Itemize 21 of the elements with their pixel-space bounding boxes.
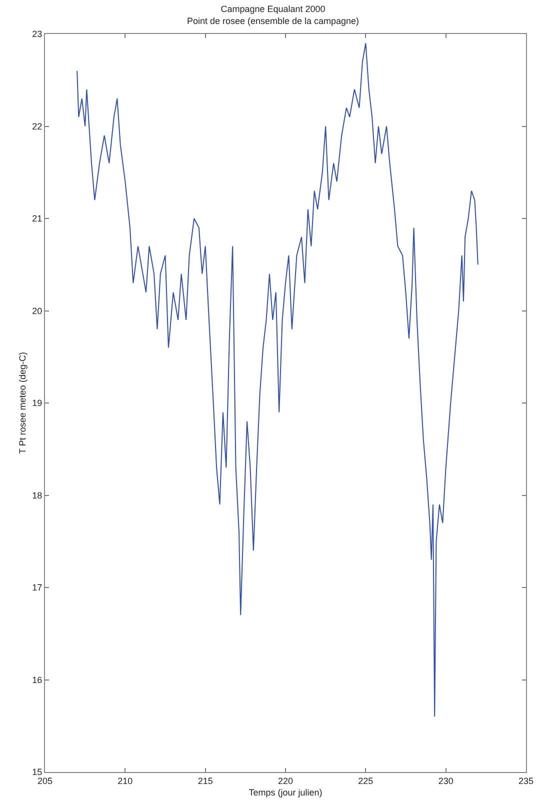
y-tick-label: 19 <box>32 398 42 408</box>
x-tick-label: 215 <box>198 776 213 786</box>
y-tick-label: 16 <box>32 674 42 685</box>
y-tick-label: 22 <box>32 121 42 132</box>
x-tick-label: 225 <box>358 776 374 786</box>
chart-subtitle: Point de rosee (ensemble de la campagne) <box>186 16 360 26</box>
line-series <box>76 42 478 718</box>
y-tick-label: 20 <box>32 306 42 316</box>
y-tick-label: 15 <box>32 767 42 778</box>
y-tick-label: 23 <box>32 29 42 40</box>
y-axis-title: T Pt rosee meteo (deg-C) <box>18 352 28 454</box>
y-tick-label: 21 <box>32 214 42 224</box>
y-tick-label: 18 <box>32 490 42 500</box>
y-tick-label: 17 <box>32 582 42 593</box>
x-tick-label: 220 <box>278 776 294 786</box>
x-tick-label: 230 <box>438 776 454 786</box>
x-tick-label: 205 <box>37 776 53 786</box>
x-tick-label: 235 <box>518 776 534 786</box>
x-tick-label: 210 <box>118 776 133 786</box>
chart-title: Campagne Equalant 2000 <box>220 4 326 14</box>
x-axis-title: Temps (jour julien) <box>248 788 322 798</box>
